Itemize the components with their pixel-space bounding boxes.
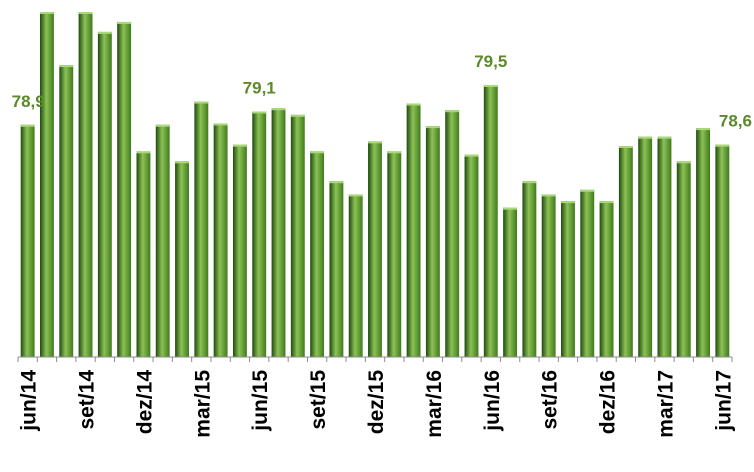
- data-label-jun-17: 78,6: [719, 112, 752, 131]
- bar-nov-14: [117, 21, 132, 357]
- bar-cap-mai-16: [464, 154, 479, 157]
- bar-ago-15: [290, 114, 305, 357]
- x-tick-label-mar-15: mar/15: [191, 370, 214, 438]
- bar-mar-16: [425, 126, 440, 358]
- x-tick-label-jun-17: jun/17: [712, 370, 735, 432]
- bar-cap-jul-16: [503, 207, 518, 210]
- bar-dez-16: [599, 201, 614, 357]
- bar-jun-16: [483, 84, 498, 357]
- bar-cap-abr-17: [676, 161, 691, 164]
- x-tick-label-mar-17: mar/17: [654, 370, 677, 438]
- bar-fev-17: [638, 136, 653, 357]
- bar-cap-jun-15: [252, 111, 267, 114]
- x-tick-label-set-14: set/14: [76, 370, 99, 430]
- bar-jun-14: [20, 124, 35, 357]
- x-tick-label-set-16: set/16: [539, 370, 562, 430]
- bar-jun-17: [715, 144, 730, 357]
- bar-cap-ago-16: [522, 181, 537, 184]
- bar-jan-17: [618, 146, 633, 357]
- bar-cap-jun-17: [715, 144, 730, 147]
- bar-abr-17: [676, 161, 691, 357]
- bar-cap-out-16: [561, 201, 575, 204]
- bar-out-15: [329, 181, 344, 357]
- bar-jul-15: [271, 108, 286, 357]
- bar-cap-jan-16: [387, 151, 402, 154]
- x-tick-label-dez-14: dez/14: [133, 370, 156, 435]
- data-label-jun-15: 79,1: [243, 79, 276, 98]
- bar-cap-set-16: [541, 194, 556, 197]
- bar-cap-set-14: [78, 12, 93, 14]
- bar-ago-16: [522, 181, 537, 357]
- bar-ago-14: [59, 65, 74, 357]
- bar-cap-set-15: [310, 151, 325, 154]
- bar-mai-17: [696, 128, 710, 357]
- bar-cap-dez-14: [136, 151, 151, 154]
- bar-cap-abr-16: [445, 110, 460, 113]
- bar-nov-16: [580, 189, 595, 357]
- x-ticks-group: jun/14 set/14 dez/14 mar/15 jun/15 set/15 dez/…: [17, 357, 735, 438]
- bar-cap-nov-14: [117, 21, 132, 24]
- bar-cap-fev-15: [175, 161, 189, 164]
- bar-nov-15: [348, 194, 363, 357]
- bar-cap-out-15: [329, 181, 344, 184]
- bar-cap-mar-15: [194, 101, 209, 104]
- bar-mai-16: [464, 154, 479, 357]
- x-tick-label-mar-16: mar/16: [423, 370, 446, 438]
- data-label-jun-14: 78,9: [12, 92, 45, 111]
- bar-cap-dez-16: [599, 201, 614, 204]
- bar-jul-16: [503, 207, 518, 357]
- bar-jun-15: [252, 111, 267, 358]
- bar-fev-16: [406, 103, 421, 357]
- bar-mai-15: [232, 144, 247, 357]
- bar-cap-jul-15: [271, 108, 286, 111]
- bar-mar-17: [657, 136, 672, 357]
- bar-cap-ago-15: [290, 114, 305, 117]
- x-tick-label-dez-16: dez/16: [597, 370, 620, 434]
- bars-group: [20, 12, 730, 358]
- bar-cap-mar-17: [657, 136, 672, 139]
- bar-cap-fev-16: [406, 103, 421, 106]
- bar-jan-16: [387, 151, 402, 357]
- bar-dez-14: [136, 151, 151, 357]
- bar-out-14: [97, 31, 112, 358]
- bar-fev-15: [175, 161, 189, 357]
- bar-dez-15: [368, 141, 382, 357]
- bar-cap-jan-17: [618, 146, 633, 149]
- bar-jul-14: [40, 12, 54, 357]
- bar-cap-ago-14: [59, 65, 74, 68]
- bar-cap-mar-16: [425, 126, 440, 129]
- bar-set-15: [310, 151, 325, 357]
- bar-cap-out-14: [97, 31, 112, 34]
- x-tick-label-set-15: set/15: [307, 370, 330, 430]
- bar-cap-mai-17: [696, 128, 710, 131]
- bar-cap-mai-15: [232, 144, 247, 147]
- bar-mar-15: [194, 101, 209, 357]
- bar-cap-jan-15: [155, 124, 170, 127]
- x-tick-label-jun-16: jun/16: [481, 370, 504, 432]
- bar-set-16: [541, 194, 556, 357]
- bar-cap-nov-16: [580, 189, 595, 192]
- bar-cap-nov-15: [348, 194, 363, 197]
- bar-cap-dez-15: [368, 141, 382, 144]
- bar-cap-abr-15: [213, 123, 228, 126]
- x-tick-label-dez-15: dez/15: [365, 370, 388, 435]
- bar-cap-jun-16: [483, 84, 498, 87]
- x-tick-label-jun-15: jun/15: [249, 370, 272, 432]
- bar-cap-jun-14: [20, 124, 35, 127]
- data-labels-group: 78,9 79,1 79,5 78,6: [12, 52, 752, 131]
- bar-abr-15: [213, 123, 228, 358]
- bar-set-14: [78, 12, 93, 357]
- bar-out-16: [561, 201, 575, 357]
- x-tick-label-jun-14: jun/14: [18, 370, 41, 432]
- bar-cap-jul-14: [40, 12, 54, 14]
- bar-abr-16: [445, 110, 460, 357]
- bar-cap-fev-17: [638, 136, 653, 139]
- data-label-jun-16: 79,5: [474, 52, 507, 71]
- bar-jan-15: [155, 124, 170, 357]
